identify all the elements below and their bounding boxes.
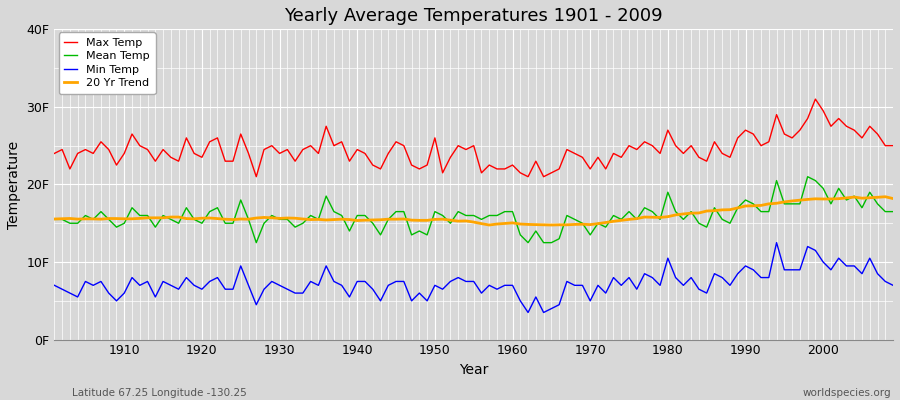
Title: Yearly Average Temperatures 1901 - 2009: Yearly Average Temperatures 1901 - 2009 (284, 7, 663, 25)
Y-axis label: Temperature: Temperature (7, 140, 21, 228)
X-axis label: Year: Year (459, 363, 489, 377)
Mean Temp (887, 209, 898, 214)
Min Temp (507, 283, 517, 288)
Min Temp (771, 240, 782, 245)
Min Temp (49, 283, 59, 288)
Mean Temp (515, 232, 526, 237)
Mean Temp (337, 213, 347, 218)
Line: Min Temp: Min Temp (54, 243, 893, 312)
20 Yr Trend (328, 217, 339, 222)
Line: 20 Yr Trend: 20 Yr Trend (54, 197, 893, 225)
Mean Temp (802, 174, 813, 179)
Mean Temp (111, 225, 122, 230)
20 Yr Trend (500, 221, 510, 226)
Max Temp (608, 151, 619, 156)
Min Temp (523, 310, 534, 315)
Mean Temp (608, 213, 619, 218)
20 Yr Trend (282, 216, 292, 220)
Line: Max Temp: Max Temp (54, 99, 893, 177)
Max Temp (887, 143, 898, 148)
Legend: Max Temp, Mean Temp, Min Temp, 20 Yr Trend: Max Temp, Mean Temp, Min Temp, 20 Yr Tre… (58, 32, 156, 94)
Mean Temp (251, 240, 262, 245)
Mean Temp (290, 225, 301, 230)
Min Temp (328, 279, 339, 284)
Max Temp (251, 174, 262, 179)
20 Yr Trend (546, 222, 557, 227)
Line: Mean Temp: Mean Temp (54, 177, 893, 243)
Min Temp (500, 283, 510, 288)
Min Temp (282, 287, 292, 292)
Mean Temp (507, 209, 517, 214)
Max Temp (111, 163, 122, 168)
20 Yr Trend (507, 220, 517, 225)
Max Temp (49, 151, 59, 156)
Max Temp (337, 139, 347, 144)
Max Temp (515, 170, 526, 175)
20 Yr Trend (49, 217, 59, 222)
20 Yr Trend (887, 196, 898, 201)
20 Yr Trend (608, 219, 619, 224)
Mean Temp (49, 217, 59, 222)
Min Temp (887, 283, 898, 288)
Text: Latitude 67.25 Longitude -130.25: Latitude 67.25 Longitude -130.25 (72, 388, 247, 398)
20 Yr Trend (111, 216, 122, 221)
Text: worldspecies.org: worldspecies.org (803, 388, 891, 398)
20 Yr Trend (880, 194, 891, 199)
Min Temp (608, 275, 619, 280)
Min Temp (111, 298, 122, 303)
Max Temp (290, 159, 301, 164)
Max Temp (810, 97, 821, 102)
Max Temp (507, 163, 517, 168)
